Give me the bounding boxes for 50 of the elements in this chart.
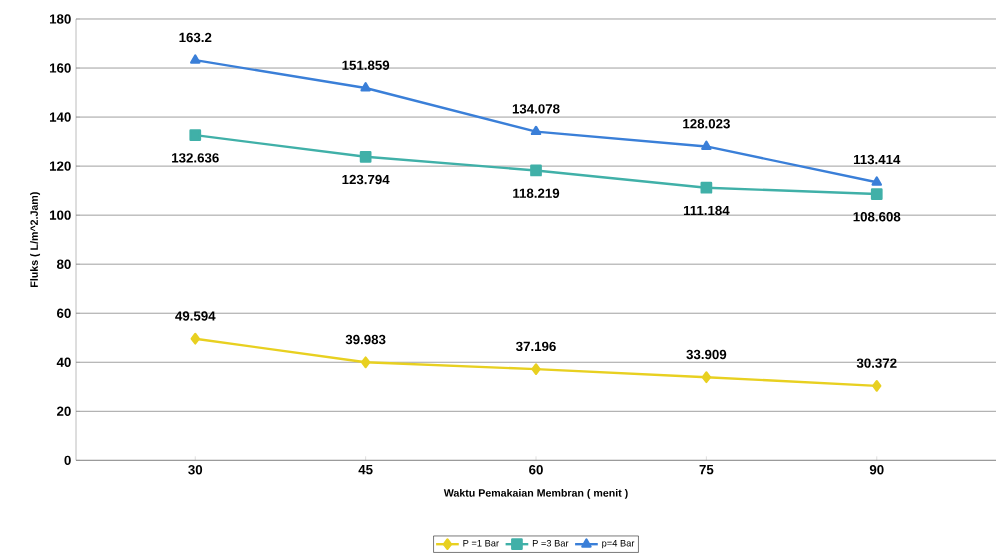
legend-label: P =1 Bar	[463, 539, 499, 547]
point	[700, 181, 713, 194]
legend-label: p=4 Bar	[602, 539, 635, 549]
y-tick-label: 0	[64, 455, 71, 466]
data-label: 111.184	[683, 205, 730, 216]
point	[530, 125, 542, 136]
point	[701, 140, 712, 150]
x-tick-label: 90	[869, 465, 884, 475]
point	[360, 356, 371, 369]
data-label: 113.414	[853, 154, 901, 165]
y-tick-label: 160	[49, 63, 71, 73]
data-label: 123.794	[342, 174, 390, 185]
y-axis-title: Fluks ( L/m^2.Jam)	[30, 192, 41, 287]
point	[359, 150, 372, 163]
y-tick-label: 140	[49, 112, 71, 122]
x-tick-label: 60	[529, 465, 543, 475]
data-label: 30.372	[856, 358, 897, 368]
data-label: 134.078	[512, 104, 560, 114]
x-axis-title: Waktu Pemakaian Membran ( menit )	[443, 488, 628, 499]
data-label: 108.608	[853, 212, 901, 222]
y-tick-label: 20	[57, 406, 71, 416]
y-tick-label: 40	[56, 357, 71, 367]
y-tick-label: 120	[49, 161, 71, 171]
x-tick-label: 75	[699, 465, 714, 475]
y-tick-label: 180	[49, 14, 71, 24]
point	[360, 82, 371, 92]
data-label: 128.023	[683, 118, 730, 129]
data-label: 151.859	[342, 60, 390, 70]
x-tick-label: 45	[358, 465, 373, 475]
y-tick-label: 60	[57, 308, 71, 318]
data-label: 37.196	[516, 341, 556, 352]
x-tick-label: 30	[188, 465, 203, 475]
y-tick-label: 80	[56, 259, 71, 269]
point	[190, 54, 201, 64]
point	[189, 129, 202, 141]
data-label: 132.636	[172, 153, 219, 163]
point	[531, 363, 541, 375]
data-label: 39.983	[345, 334, 386, 345]
point	[190, 332, 200, 345]
data-label: 118.219	[513, 188, 560, 198]
legend-label: P =3 Bar	[532, 539, 569, 547]
point	[530, 164, 542, 177]
data-label: 163.2	[179, 32, 212, 43]
point	[870, 188, 883, 200]
point	[871, 176, 882, 186]
data-label: 49.594	[175, 311, 216, 321]
point	[701, 371, 712, 384]
data-label: 33.909	[686, 349, 727, 360]
y-tick-label: 100	[49, 210, 71, 220]
point	[872, 380, 882, 392]
